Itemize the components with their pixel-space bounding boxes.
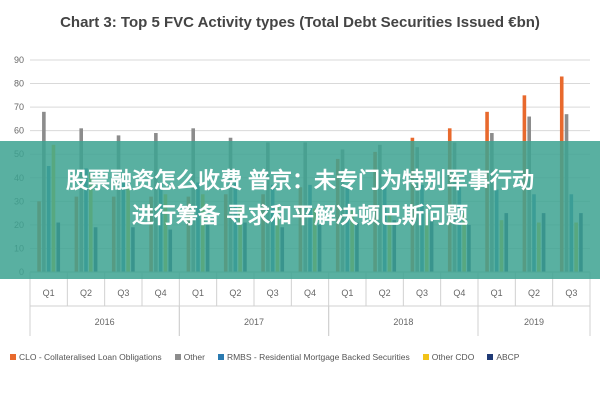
x-axis: Q1 Q2 Q3 Q4 Q1 Q2 Q3 Q4 Q1 Q2 Q3 Q4 Q1 Q2 Q3 2016 2017 20… [29, 271, 591, 336]
legend-label: ABCP [496, 352, 520, 362]
x-tick-label: Q1 [491, 288, 503, 298]
headline-line-1: 股票融资怎么收费 普京：未专门为特别军事行动 [65, 168, 535, 193]
legend-label: Other [183, 352, 205, 362]
x-tick-label: Q3 [267, 288, 279, 298]
legend-item: Other CDO [422, 352, 475, 362]
legend-label: RMBS - Residential Mortgage Backed Secur… [226, 352, 410, 362]
x-tick-label: Q2 [379, 288, 391, 298]
x-group-label: 2017 [244, 317, 264, 327]
x-group-label: 2018 [393, 317, 413, 327]
chart-title: Chart 3: Top 5 FVC Activity types (Total… [60, 14, 540, 31]
chart-legend: CLO - Collateralised Loan Obligations Oth… [10, 352, 600, 362]
x-tick-label: Q2 [80, 288, 92, 298]
y-tick-label: 90 [14, 55, 24, 65]
legend-label: Other CDO [431, 352, 475, 362]
legend-item: ABCP [487, 352, 519, 362]
x-group-label: 2019 [524, 317, 544, 327]
legend-swatch [487, 354, 494, 360]
x-tick-label: Q1 [341, 288, 353, 298]
x-group-label: 2016 [95, 317, 115, 327]
legend-swatch [10, 354, 16, 360]
y-tick-label: 60 [14, 126, 24, 136]
legend-label: CLO - Collateralised Loan Obligations [19, 352, 162, 362]
headline-line-2: 进行筹备 寻求和平解决顿巴斯问题 [131, 203, 469, 228]
y-tick-label: 70 [14, 102, 24, 112]
legend-item: CLO - Collateralised Loan Obligations [10, 352, 162, 362]
legend-swatch [174, 354, 181, 360]
x-tick-label: Q3 [565, 288, 577, 298]
x-tick-label: Q4 [155, 288, 167, 298]
legend-swatch [217, 354, 224, 360]
x-tick-label: Q1 [192, 288, 204, 298]
y-tick-label: 80 [14, 79, 24, 89]
x-tick-label: Q4 [453, 288, 465, 298]
headline-text: 股票融资怎么收费 普京：未专门为特别军事行动 进行筹备 寻求和平解决顿巴斯问题 [14, 163, 586, 233]
x-tick-label: Q4 [304, 288, 316, 298]
legend-item: RMBS - Residential Mortgage Backed Secur… [217, 352, 410, 362]
headline-overlay[interactable]: 股票融资怎么收费 普京：未专门为特别军事行动 进行筹备 寻求和平解决顿巴斯问题 [0, 141, 600, 279]
legend-swatch [422, 354, 429, 360]
legend-item: Other [174, 352, 205, 362]
x-tick-label: Q2 [229, 288, 241, 298]
x-tick-label: Q3 [416, 288, 428, 298]
x-tick-label: Q1 [43, 288, 55, 298]
x-tick-label: Q2 [528, 288, 540, 298]
x-tick-label: Q3 [117, 288, 129, 298]
